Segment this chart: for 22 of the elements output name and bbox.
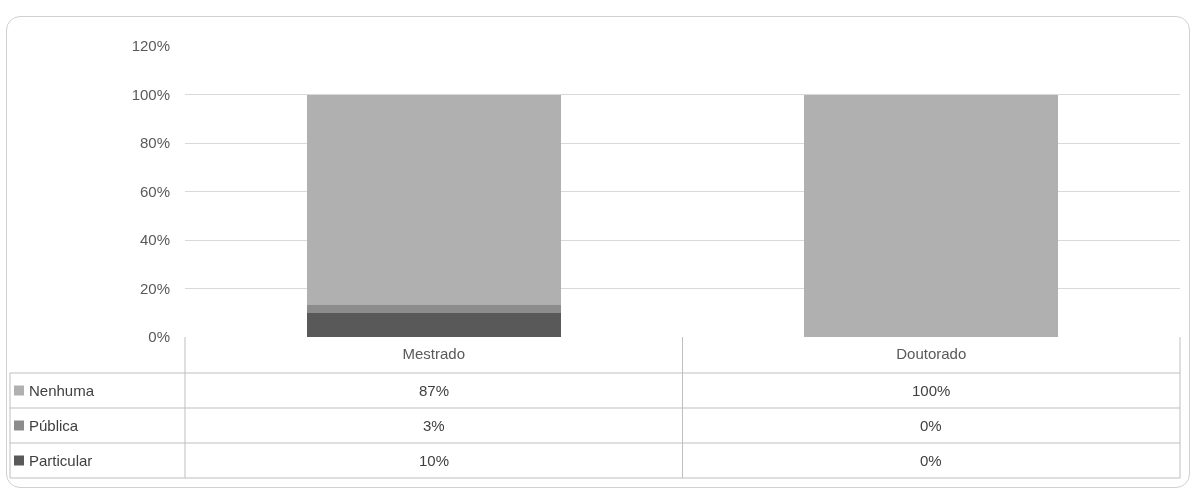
bar [306, 312, 561, 337]
data-label: 0% [920, 452, 942, 469]
legend-label: Pública [29, 417, 79, 434]
y-tick-label: 100% [131, 85, 170, 103]
y-tick-label: 60% [139, 182, 170, 200]
legend-label: Particular [29, 452, 93, 469]
data-label: 87% [419, 382, 450, 399]
bar [306, 94, 561, 306]
x-tick-label: Mestrado [402, 345, 466, 362]
bar [804, 94, 1059, 337]
y-tick-label: 80% [139, 134, 170, 152]
y-tick-label: 20% [139, 279, 170, 297]
data-label: 0% [920, 417, 942, 434]
data-label: 100% [912, 382, 951, 399]
bar [306, 305, 561, 313]
data-label: 3% [423, 417, 445, 434]
legend-label: Nenhuma [29, 382, 95, 399]
y-tick-label: 0% [148, 328, 170, 346]
y-tick-label: 40% [139, 231, 170, 249]
y-tick-label: 120% [131, 37, 170, 55]
x-tick-label: Doutorado [896, 345, 967, 362]
data-label: 10% [419, 452, 450, 469]
